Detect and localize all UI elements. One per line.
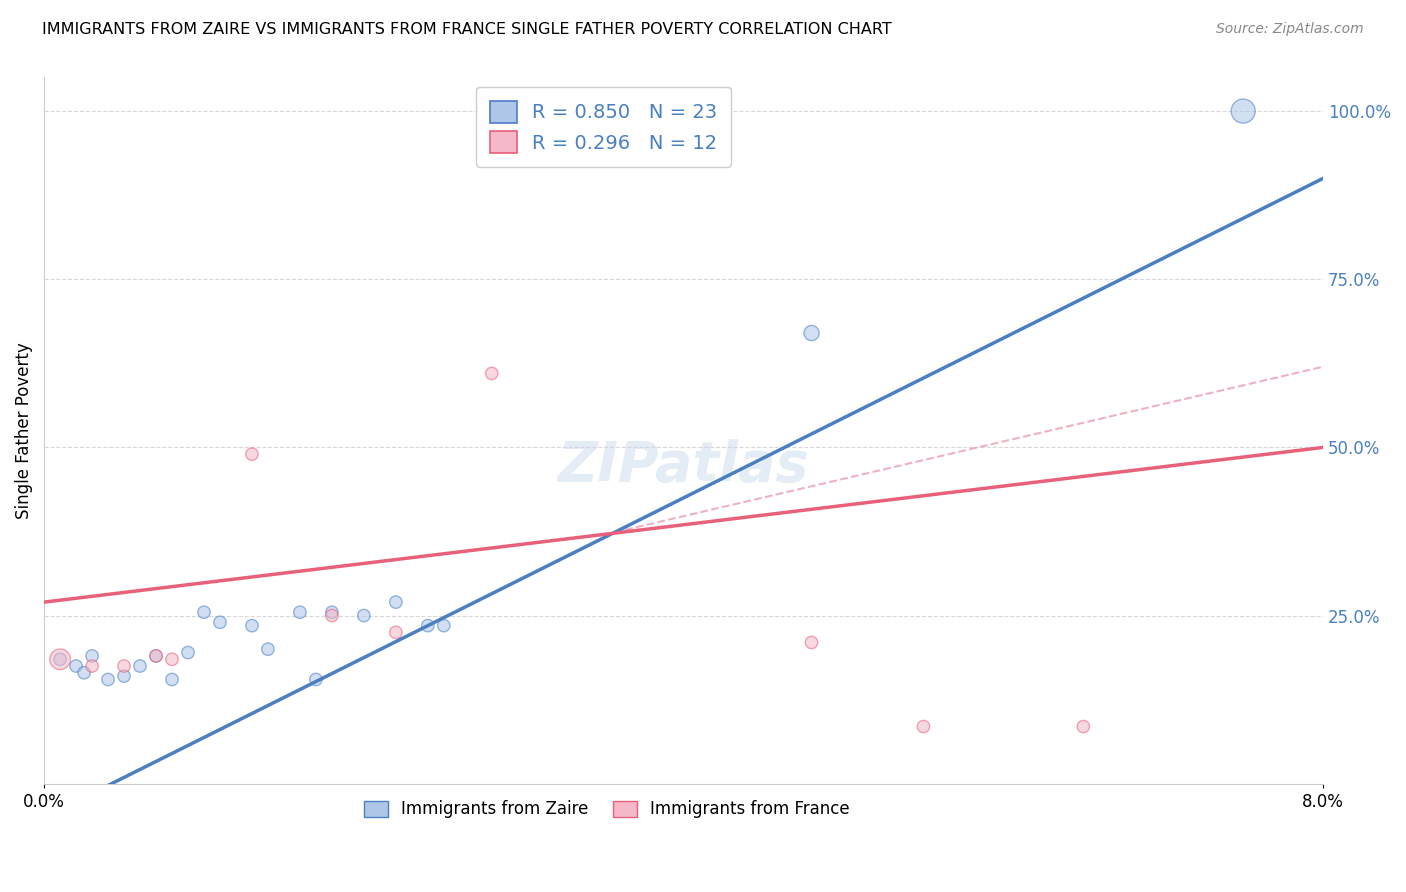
Point [1071,720,1094,734]
Point [385,595,408,609]
Point [416,618,439,632]
Point [112,669,135,683]
Legend: Immigrants from Zaire, Immigrants from France: Immigrants from Zaire, Immigrants from F… [357,794,856,825]
Point [112,659,135,673]
Point [288,605,311,619]
Point [800,635,823,649]
Text: Source: ZipAtlas.com: Source: ZipAtlas.com [1216,22,1364,37]
Point [208,615,231,630]
Point [433,618,456,632]
Point [160,673,183,687]
Point [1232,104,1254,119]
Point [129,659,152,673]
Point [49,652,72,666]
Point [305,673,328,687]
Point [80,659,103,673]
Point [321,605,343,619]
Point [160,652,183,666]
Point [80,648,103,663]
Point [49,652,72,666]
Y-axis label: Single Father Poverty: Single Father Poverty [15,343,32,519]
Point [193,605,215,619]
Point [177,646,200,660]
Point [353,608,375,623]
Point [65,659,87,673]
Text: ZIPatlas: ZIPatlas [558,439,810,493]
Point [321,608,343,623]
Point [240,618,263,632]
Point [385,625,408,640]
Point [145,648,167,663]
Point [481,367,503,381]
Point [800,326,823,340]
Point [97,673,120,687]
Text: IMMIGRANTS FROM ZAIRE VS IMMIGRANTS FROM FRANCE SINGLE FATHER POVERTY CORRELATIO: IMMIGRANTS FROM ZAIRE VS IMMIGRANTS FROM… [42,22,891,37]
Point [912,720,935,734]
Point [145,648,167,663]
Point [73,665,96,680]
Point [240,447,263,461]
Point [257,642,280,657]
